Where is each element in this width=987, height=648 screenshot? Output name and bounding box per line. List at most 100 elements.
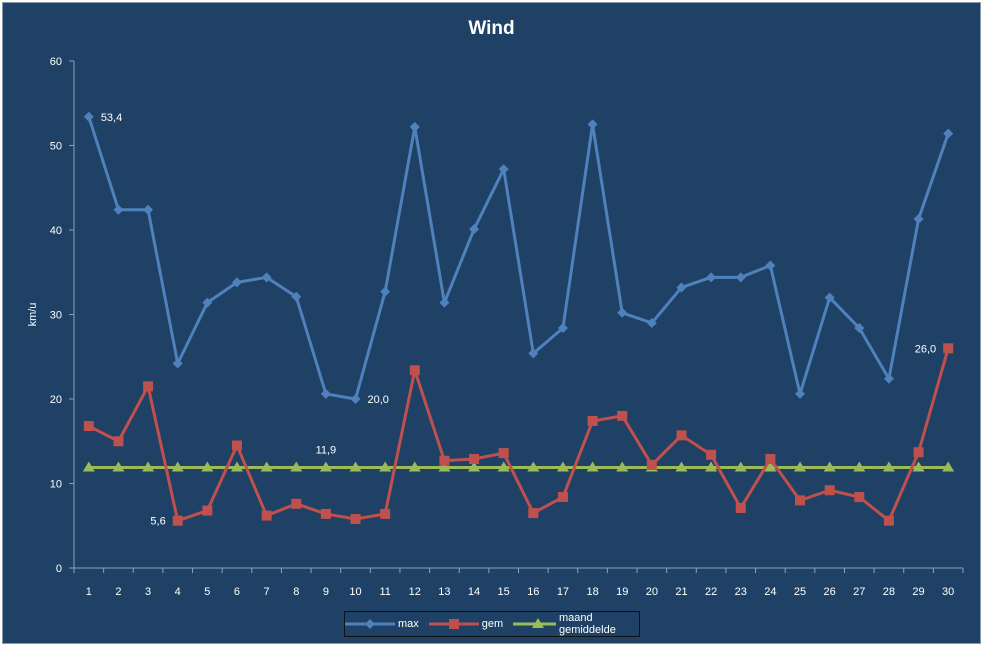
series-line-max <box>87 116 950 401</box>
legend-item: max <box>345 618 419 630</box>
y-tick-label: 30 <box>50 310 62 322</box>
data-point <box>528 348 539 359</box>
legend-swatch <box>345 619 395 629</box>
x-tick-label: 1 <box>86 586 92 598</box>
data-point <box>349 461 362 472</box>
y-tick-label: 60 <box>50 56 62 68</box>
data-point <box>853 461 866 472</box>
data-point <box>231 440 242 451</box>
data-point <box>260 461 273 472</box>
data-point <box>943 343 954 354</box>
x-tick-label: 23 <box>735 586 747 598</box>
x-tick-label: 25 <box>794 586 806 598</box>
data-point <box>469 453 480 464</box>
data-point <box>913 214 924 225</box>
data-point <box>380 286 391 297</box>
data-point <box>439 297 450 308</box>
data-point <box>83 421 94 432</box>
data-point <box>172 358 183 369</box>
y-tick-label: 0 <box>56 563 62 575</box>
y-tick-label: 40 <box>50 225 62 237</box>
data-point <box>320 388 331 399</box>
data-point <box>705 461 718 472</box>
data-point <box>290 461 303 472</box>
data-point <box>912 461 925 472</box>
data-point <box>379 461 392 472</box>
data-point <box>557 323 568 334</box>
data-point <box>823 461 836 472</box>
x-tick-label: 2 <box>115 586 121 598</box>
legend: max gem maand gemiddelde <box>344 611 640 637</box>
x-tick-label: 10 <box>349 586 361 598</box>
data-point <box>646 459 657 470</box>
legend-label: maand gemiddelde <box>558 612 616 636</box>
data-point <box>320 508 331 519</box>
x-tick-label: 24 <box>764 586 776 598</box>
legend-item: maand gemiddelde <box>513 612 639 636</box>
data-point <box>675 461 688 472</box>
data-point <box>883 373 894 384</box>
data-point <box>617 410 628 421</box>
data-point <box>942 461 955 472</box>
data-label: 11,9 <box>316 444 337 456</box>
data-point <box>795 495 806 506</box>
x-tick-label: 19 <box>616 586 628 598</box>
legend-label: gem <box>481 618 504 630</box>
data-point <box>676 430 687 441</box>
data-point <box>112 461 125 472</box>
x-tick-label: 7 <box>264 586 270 598</box>
data-point <box>83 111 94 122</box>
data-point <box>438 461 451 472</box>
data-point <box>291 498 302 509</box>
data-point <box>646 317 657 328</box>
x-tick-label: 8 <box>293 586 299 598</box>
x-tick-label: 18 <box>586 586 598 598</box>
data-point <box>350 513 361 524</box>
data-point <box>734 461 747 472</box>
data-point <box>706 449 717 460</box>
data-point <box>617 307 628 318</box>
x-tick-label: 29 <box>912 586 924 598</box>
data-point <box>794 461 807 472</box>
data-point <box>439 455 450 466</box>
x-tick-label: 5 <box>204 586 210 598</box>
data-point <box>409 365 420 376</box>
data-point <box>201 461 214 472</box>
x-tick-label: 6 <box>234 586 240 598</box>
data-label: 26,0 <box>915 343 936 355</box>
data-point <box>469 224 480 235</box>
data-point <box>498 164 509 175</box>
x-tick-label: 17 <box>557 586 569 598</box>
data-label: 20,0 <box>368 394 389 406</box>
data-point <box>735 272 746 283</box>
data-point <box>497 461 510 472</box>
data-point <box>943 128 954 139</box>
data-point <box>882 461 895 472</box>
legend-item: gem <box>428 618 504 630</box>
data-point <box>142 461 155 472</box>
x-tick-label: 22 <box>705 586 717 598</box>
data-point <box>319 461 332 472</box>
data-point <box>171 461 184 472</box>
data-point <box>854 492 865 503</box>
legend-label: max <box>398 618 419 630</box>
data-point <box>231 277 242 288</box>
y-axis-label: km/u <box>27 303 39 327</box>
data-point <box>795 388 806 399</box>
data-point <box>676 282 687 293</box>
x-tick-label: 3 <box>145 586 151 598</box>
x-tick-label: 13 <box>438 586 450 598</box>
data-point <box>230 461 243 472</box>
x-tick-label: 15 <box>498 586 510 598</box>
legend-swatch <box>428 619 479 629</box>
data-point <box>556 461 569 472</box>
data-point <box>587 415 598 426</box>
data-point <box>586 461 599 472</box>
data-point <box>498 448 509 459</box>
data-point <box>261 272 272 283</box>
data-point <box>261 510 272 521</box>
legend-swatch <box>513 618 556 628</box>
x-tick-label: 27 <box>853 586 865 598</box>
x-tick-label: 12 <box>409 586 421 598</box>
